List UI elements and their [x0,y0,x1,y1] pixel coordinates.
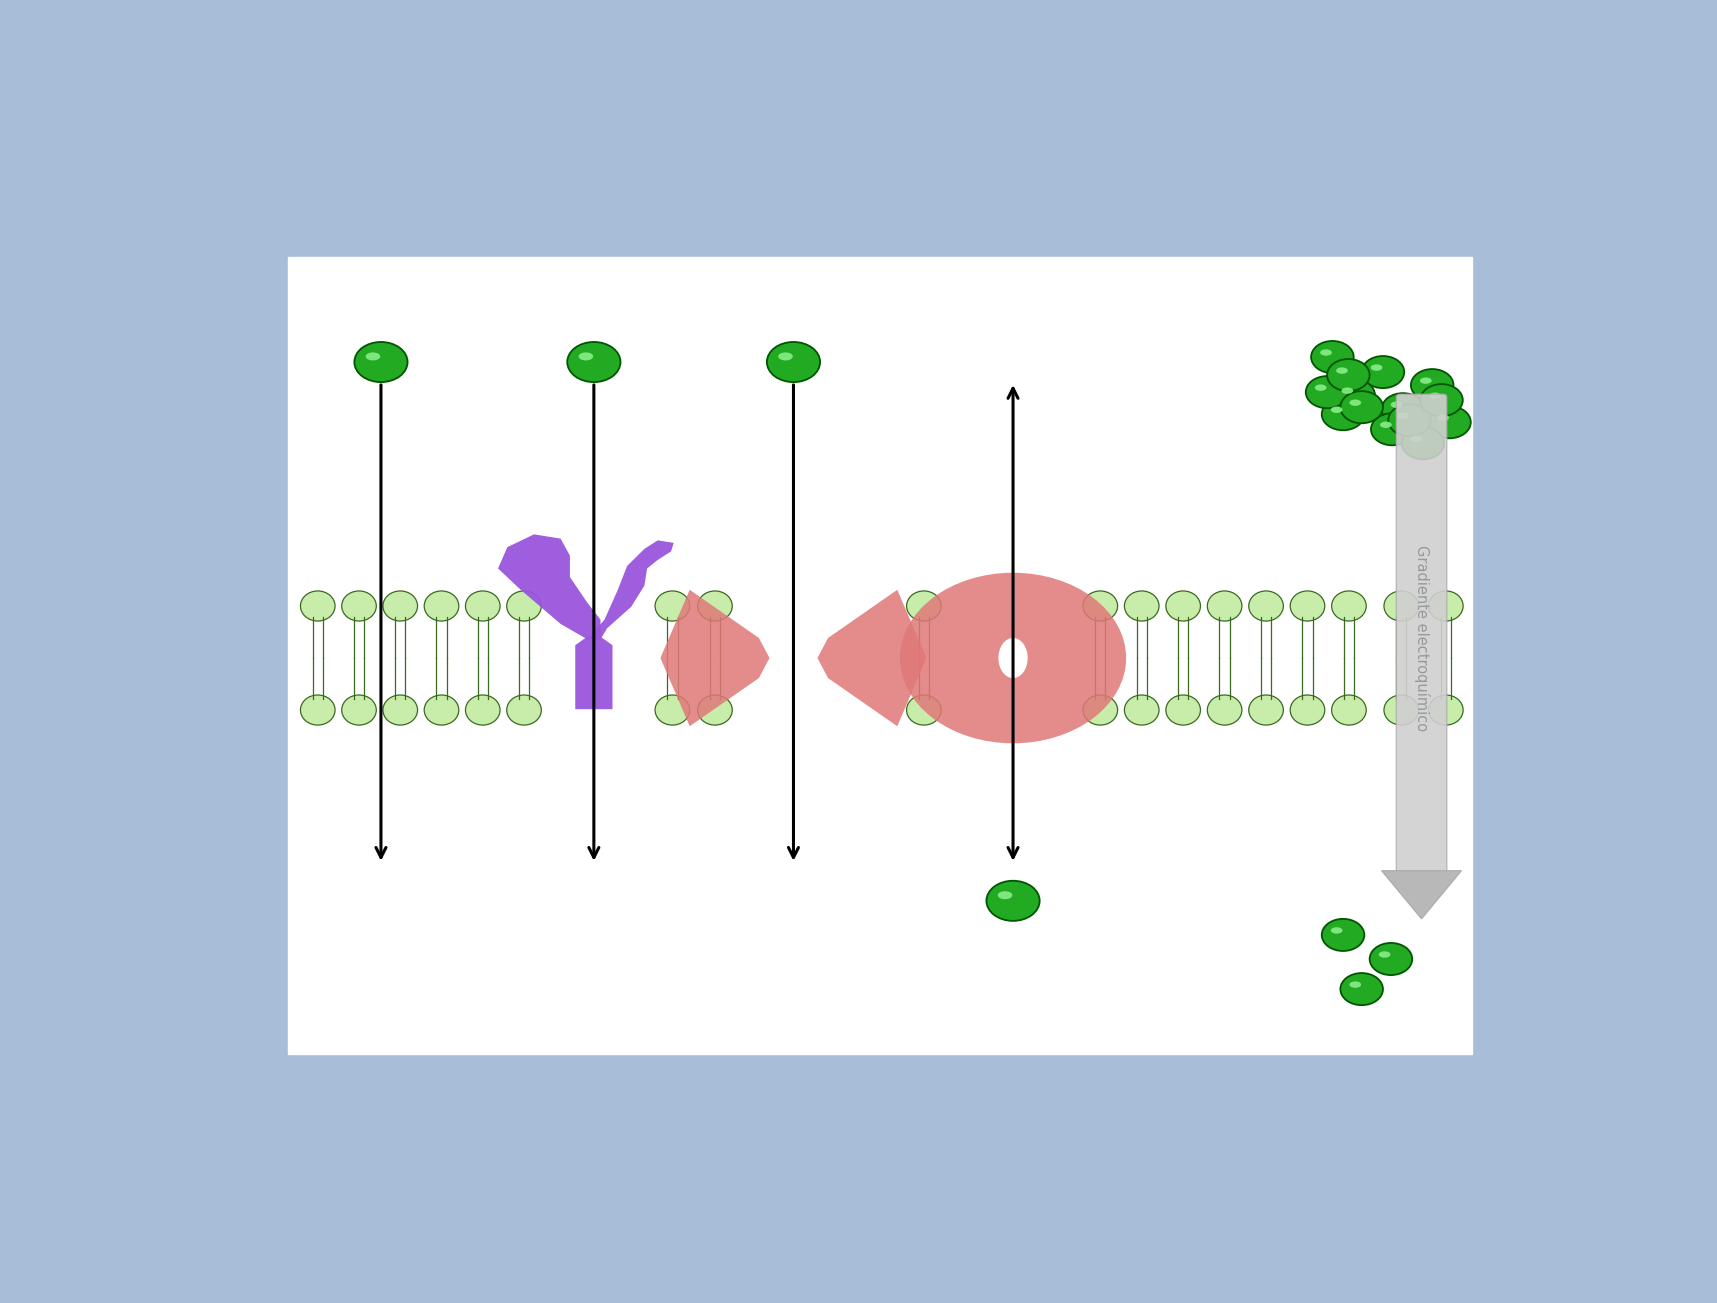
Ellipse shape [1379,951,1391,958]
Ellipse shape [778,352,793,361]
Circle shape [1429,407,1471,438]
Ellipse shape [1420,378,1432,384]
Polygon shape [575,637,613,709]
Circle shape [1312,341,1353,373]
Ellipse shape [1083,694,1118,724]
Ellipse shape [697,694,731,724]
Circle shape [1322,919,1365,951]
Polygon shape [498,534,601,640]
Circle shape [1420,384,1463,416]
Ellipse shape [1248,694,1283,724]
Polygon shape [817,590,927,726]
Circle shape [354,341,407,382]
Ellipse shape [907,694,941,724]
Ellipse shape [1380,422,1392,427]
Ellipse shape [342,694,376,724]
Ellipse shape [697,592,731,622]
Ellipse shape [998,891,1013,899]
Ellipse shape [1332,592,1367,622]
Circle shape [1389,404,1430,437]
Polygon shape [661,590,769,726]
Circle shape [1362,356,1405,388]
Ellipse shape [1437,414,1449,421]
FancyBboxPatch shape [1396,394,1447,882]
Ellipse shape [1350,400,1362,407]
Ellipse shape [507,592,541,622]
Ellipse shape [1289,592,1326,622]
Ellipse shape [1125,694,1159,724]
Ellipse shape [907,592,941,622]
Circle shape [1322,399,1365,430]
Ellipse shape [656,694,690,724]
Ellipse shape [300,694,335,724]
Ellipse shape [1315,384,1327,391]
Ellipse shape [1336,367,1348,374]
Ellipse shape [1331,407,1343,413]
Ellipse shape [1411,435,1422,442]
Circle shape [900,573,1126,743]
Ellipse shape [1429,694,1463,724]
Ellipse shape [465,592,500,622]
Ellipse shape [1350,981,1362,988]
Polygon shape [1382,870,1461,919]
Polygon shape [587,541,673,640]
Ellipse shape [1320,349,1332,356]
Ellipse shape [579,352,592,361]
Ellipse shape [1083,592,1118,622]
Ellipse shape [300,592,335,622]
Ellipse shape [1384,694,1418,724]
Ellipse shape [1166,592,1200,622]
Circle shape [1401,427,1444,460]
Ellipse shape [424,694,458,724]
Circle shape [986,881,1041,921]
Ellipse shape [383,694,417,724]
Circle shape [1341,391,1382,423]
Circle shape [1370,943,1411,975]
Ellipse shape [424,592,458,622]
Ellipse shape [1207,592,1241,622]
Circle shape [767,341,821,382]
Circle shape [567,341,620,382]
Circle shape [1327,360,1370,391]
Ellipse shape [342,592,376,622]
Ellipse shape [1125,592,1159,622]
Circle shape [1370,413,1413,446]
Circle shape [1341,973,1382,1005]
Text: Gradiente electroquímico: Gradiente electroquímico [1413,545,1430,731]
Ellipse shape [465,694,500,724]
Ellipse shape [366,352,379,361]
Circle shape [1411,369,1454,401]
Ellipse shape [1370,365,1382,371]
Ellipse shape [1289,694,1326,724]
Circle shape [1382,394,1423,425]
Circle shape [1305,377,1348,408]
Ellipse shape [1248,592,1283,622]
Ellipse shape [1398,413,1410,420]
Ellipse shape [1384,592,1418,622]
Ellipse shape [1429,392,1441,399]
Ellipse shape [1166,694,1200,724]
Ellipse shape [656,592,690,622]
Ellipse shape [507,694,541,724]
Ellipse shape [998,638,1028,678]
Ellipse shape [1391,401,1403,408]
Ellipse shape [383,592,417,622]
Ellipse shape [1341,387,1353,394]
FancyBboxPatch shape [288,257,1471,1054]
Ellipse shape [1429,592,1463,622]
Ellipse shape [1331,928,1343,934]
Ellipse shape [1332,694,1367,724]
Circle shape [1332,379,1375,412]
Ellipse shape [1207,694,1241,724]
